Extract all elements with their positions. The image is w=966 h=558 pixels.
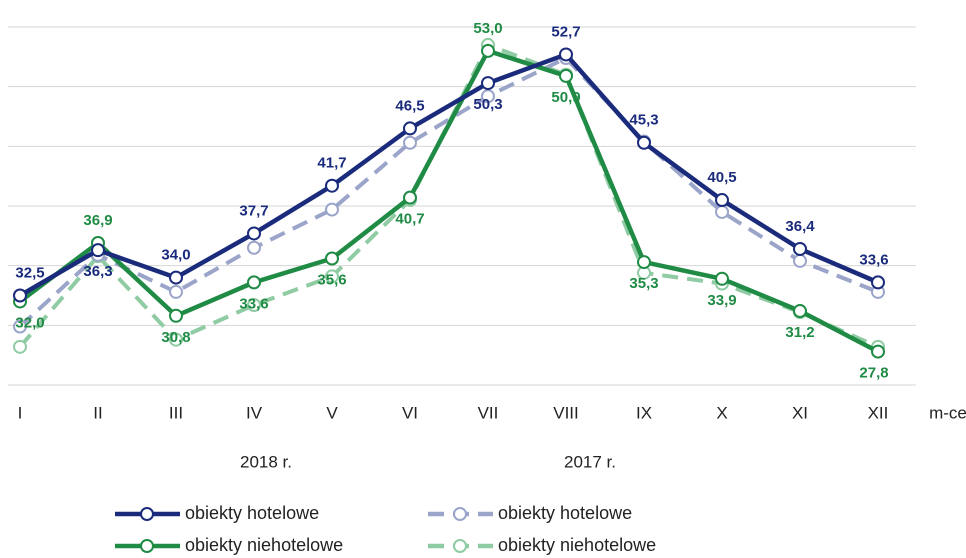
- point-marker: [481, 89, 495, 104]
- data-label: 32,0: [15, 314, 44, 331]
- data-label: 35,6: [317, 271, 346, 288]
- data-label: 46,5: [395, 97, 424, 114]
- x-tick-label: V: [326, 403, 338, 422]
- data-label: 45,3: [629, 112, 658, 129]
- point-marker: [13, 339, 27, 354]
- data-label: 27,8: [859, 365, 888, 382]
- series-line: [18, 52, 879, 298]
- legend-label: obiekty hotelowe: [498, 503, 632, 523]
- data-label: 33,9: [707, 292, 736, 309]
- group-label: 2018 r.: [240, 452, 292, 471]
- x-tick-label: X: [716, 403, 727, 422]
- point-marker: [325, 251, 339, 266]
- legend-marker: [453, 507, 467, 521]
- data-label: 40,7: [395, 211, 424, 228]
- data-label: 40,5: [707, 169, 736, 186]
- point-marker: [793, 253, 807, 268]
- data-label: 36,9: [83, 212, 112, 229]
- legend-label: obiekty hotelowe: [185, 503, 319, 523]
- series-line: [18, 42, 879, 349]
- point-marker: [325, 202, 339, 217]
- data-label: 36,3: [83, 263, 112, 280]
- data-label: 31,2: [785, 324, 814, 341]
- data-label: 34,0: [161, 247, 190, 264]
- point-marker: [559, 47, 573, 62]
- x-tick-label: II: [93, 403, 102, 422]
- x-tick-label: XII: [868, 403, 889, 422]
- point-marker: [13, 288, 27, 303]
- data-label: 33,6: [239, 295, 268, 312]
- point-marker: [325, 269, 339, 284]
- x-tick-label: III: [169, 403, 183, 422]
- data-label: 53,0: [473, 20, 502, 37]
- point-marker: [793, 241, 807, 256]
- series-line: [18, 48, 880, 354]
- point-marker: [247, 226, 261, 241]
- point-marker: [403, 135, 417, 150]
- point-marker: [559, 68, 573, 83]
- point-marker: [715, 204, 729, 219]
- point-marker: [325, 178, 339, 193]
- x-tick-label: VI: [402, 403, 418, 422]
- series-line: [18, 56, 879, 329]
- legend-label: obiekty niehotelowe: [498, 535, 656, 555]
- point-marker: [403, 121, 417, 136]
- data-label: 50,9: [551, 89, 580, 106]
- point-marker: [13, 319, 27, 334]
- point-marker: [481, 43, 495, 58]
- point-marker: [715, 193, 729, 208]
- point-marker: [793, 304, 807, 319]
- point-marker: [169, 308, 183, 323]
- x-tick-label: I: [18, 403, 23, 422]
- point-marker: [169, 284, 183, 299]
- x-tick-label: IX: [636, 403, 652, 422]
- point-marker: [169, 270, 183, 285]
- point-marker: [91, 243, 105, 258]
- legend-label: obiekty niehotelowe: [185, 535, 343, 555]
- legend-marker: [453, 539, 467, 553]
- x-tick-label: IV: [246, 403, 263, 422]
- point-marker: [637, 135, 651, 150]
- point-marker: [403, 190, 417, 205]
- point-marker: [247, 240, 261, 255]
- point-marker: [715, 271, 729, 286]
- x-tick-label: VII: [478, 403, 499, 422]
- x-tick-label: VIII: [553, 403, 579, 422]
- point-marker: [169, 332, 183, 347]
- point-marker: [871, 275, 885, 290]
- data-label: 30,8: [161, 329, 190, 346]
- point-marker: [247, 298, 261, 313]
- legend-marker: [140, 507, 154, 521]
- data-label: 35,3: [629, 275, 658, 292]
- data-label: 50,3: [473, 96, 502, 113]
- point-marker: [481, 76, 495, 91]
- point-marker: [637, 255, 651, 270]
- data-label: 32,5: [15, 264, 44, 281]
- x-axis-label: m-ce: [929, 403, 966, 422]
- data-label: 36,4: [785, 218, 815, 235]
- data-label: 52,7: [551, 23, 580, 40]
- group-label: 2017 r.: [564, 452, 616, 471]
- data-label: 33,6: [859, 251, 888, 268]
- data-label: 41,7: [317, 155, 346, 172]
- legend-marker: [140, 539, 154, 553]
- point-marker: [247, 275, 261, 290]
- point-marker: [871, 344, 885, 359]
- data-label: 37,7: [239, 202, 268, 219]
- x-tick-label: XI: [792, 403, 808, 422]
